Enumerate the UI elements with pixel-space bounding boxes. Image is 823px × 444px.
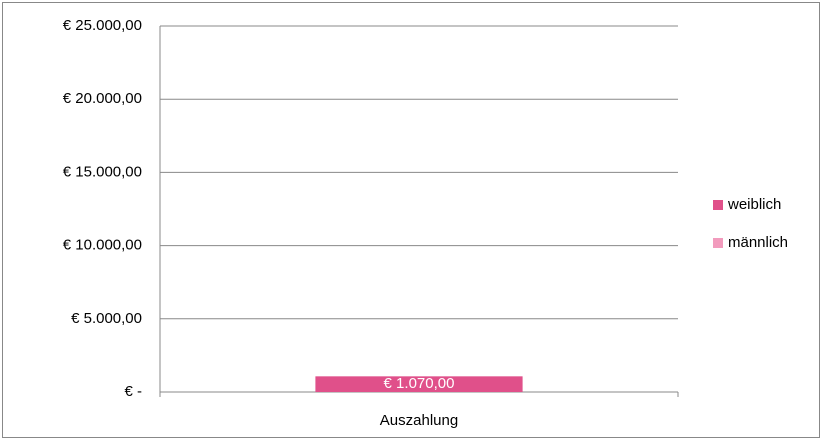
legend-swatch (713, 238, 723, 248)
y-tick-label: € - (124, 383, 142, 400)
legend-label: weiblich (727, 196, 781, 213)
chart-border (2, 2, 820, 438)
y-tick-label: € 25.000,00 (63, 17, 142, 34)
legend-label: männlich (728, 234, 788, 251)
y-tick-label: € 15.000,00 (63, 163, 142, 180)
data-label: € 1.070,00 (384, 375, 455, 392)
x-tick-label: Auszahlung (380, 412, 458, 429)
y-tick-label: € 20.000,00 (63, 90, 142, 107)
y-tick-label: € 10.000,00 (63, 237, 142, 254)
legend-swatch (713, 200, 723, 210)
bar (315, 376, 523, 392)
y-tick-label: € 5.000,00 (71, 310, 142, 327)
